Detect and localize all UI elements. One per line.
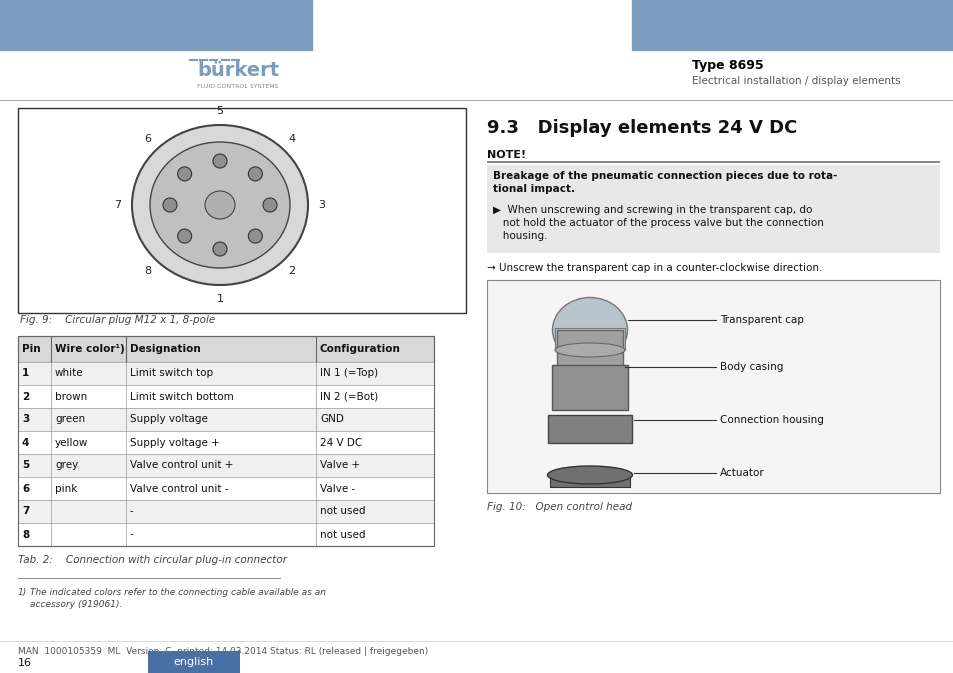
Text: Valve control unit -: Valve control unit - [130, 483, 229, 493]
Text: NOTE!: NOTE! [486, 150, 525, 160]
Bar [486, 165, 939, 253]
Circle shape [248, 167, 262, 181]
Text: IN 1 (=Top): IN 1 (=Top) [319, 369, 377, 378]
Text: GND: GND [319, 415, 343, 425]
Bar [550, 475, 629, 487]
Text: Valve +: Valve + [319, 460, 359, 470]
Circle shape [177, 229, 192, 243]
Text: Body casing: Body casing [720, 362, 782, 372]
Bar [557, 330, 622, 380]
Text: 9.3   Display elements 24 V DC: 9.3 Display elements 24 V DC [486, 119, 797, 137]
Bar [486, 161, 939, 163]
Circle shape [177, 167, 192, 181]
Text: → Unscrew the transparent cap in a counter-clockwise direction.: → Unscrew the transparent cap in a count… [486, 263, 821, 273]
Bar [18, 408, 434, 431]
Circle shape [213, 154, 227, 168]
Bar [555, 328, 624, 350]
Text: 5: 5 [216, 106, 223, 116]
Text: 3: 3 [22, 415, 30, 425]
Ellipse shape [205, 191, 234, 219]
Ellipse shape [555, 343, 624, 357]
Text: Transparent cap: Transparent cap [720, 315, 803, 325]
Text: bürkert: bürkert [196, 61, 279, 79]
Ellipse shape [552, 297, 627, 363]
Bar [0, 0, 312, 50]
Text: Limit switch bottom: Limit switch bottom [130, 392, 233, 402]
Text: Actuator: Actuator [720, 468, 764, 478]
Text: FLUID CONTROL SYSTEMS: FLUID CONTROL SYSTEMS [197, 83, 278, 89]
Text: 2: 2 [22, 392, 30, 402]
Text: not used: not used [319, 530, 365, 540]
Text: ▶  When unscrewing and screwing in the transparent cap, do
   not hold the actua: ▶ When unscrewing and screwing in the tr… [493, 205, 823, 242]
Text: 7: 7 [22, 507, 30, 516]
Ellipse shape [547, 466, 632, 484]
Text: 1): 1) [18, 588, 28, 597]
Text: Configuration: Configuration [319, 344, 400, 354]
Text: 6: 6 [144, 133, 152, 143]
Text: Valve -: Valve - [319, 483, 355, 493]
Text: Supply voltage: Supply voltage [130, 415, 208, 425]
Bar [148, 651, 240, 673]
Text: The indicated colors refer to the connecting cable available as an
accessory (91: The indicated colors refer to the connec… [30, 588, 326, 609]
Bar [18, 336, 434, 362]
Text: 5: 5 [22, 460, 30, 470]
Text: Electrical installation / display elements: Electrical installation / display elemen… [691, 76, 900, 86]
Text: 1: 1 [216, 294, 223, 304]
Text: 16: 16 [18, 658, 32, 668]
Bar [486, 280, 939, 493]
Ellipse shape [132, 125, 308, 285]
Text: Designation: Designation [130, 344, 200, 354]
Text: not used: not used [319, 507, 365, 516]
Bar [18, 108, 465, 313]
Ellipse shape [150, 142, 290, 268]
Text: Connection housing: Connection housing [720, 415, 823, 425]
Text: Valve control unit +: Valve control unit + [130, 460, 233, 470]
Bar [631, 0, 953, 50]
Text: Limit switch top: Limit switch top [130, 369, 213, 378]
Text: 3: 3 [318, 200, 325, 210]
Text: 1: 1 [22, 369, 30, 378]
Bar [18, 385, 434, 408]
Text: Type 8695: Type 8695 [691, 59, 762, 73]
Circle shape [248, 229, 262, 243]
Text: yellow: yellow [55, 437, 89, 448]
Text: green: green [55, 415, 85, 425]
Text: 7: 7 [114, 200, 121, 210]
Circle shape [263, 198, 276, 212]
Text: Tab. 2:    Connection with circular plug-in connector: Tab. 2: Connection with circular plug-in… [18, 555, 287, 565]
Bar [547, 415, 631, 443]
Text: english: english [173, 657, 213, 667]
Text: Pin: Pin [22, 344, 41, 354]
Bar [18, 477, 434, 500]
Bar [18, 336, 434, 546]
Text: 24 V DC: 24 V DC [319, 437, 362, 448]
Text: grey: grey [55, 460, 78, 470]
Text: pink: pink [55, 483, 77, 493]
Text: -: - [130, 507, 133, 516]
Bar [552, 365, 627, 410]
Text: Breakage of the pneumatic connection pieces due to rota-
tional impact.: Breakage of the pneumatic connection pie… [493, 171, 837, 194]
Text: 4: 4 [22, 437, 30, 448]
Text: -: - [130, 530, 133, 540]
Text: Fig. 9:    Circular plug M12 x 1, 8-pole: Fig. 9: Circular plug M12 x 1, 8-pole [20, 315, 215, 325]
Text: MAN  1000105359  ML  Version: C  printed: 14.03.2014 Status: RL (released | frei: MAN 1000105359 ML Version: C printed: 14… [18, 647, 428, 656]
Text: Supply voltage +: Supply voltage + [130, 437, 219, 448]
Text: IN 2 (=Bot): IN 2 (=Bot) [319, 392, 377, 402]
Bar [18, 523, 434, 546]
Bar [18, 454, 434, 477]
Text: 8: 8 [22, 530, 30, 540]
Text: 6: 6 [22, 483, 30, 493]
Text: 4: 4 [288, 133, 295, 143]
Text: 2: 2 [288, 267, 295, 277]
Text: Wire color¹): Wire color¹) [55, 344, 125, 354]
Text: 8: 8 [144, 267, 152, 277]
Bar [18, 362, 434, 385]
Circle shape [213, 242, 227, 256]
Bar [18, 431, 434, 454]
Bar [18, 500, 434, 523]
Text: white: white [55, 369, 84, 378]
Text: brown: brown [55, 392, 87, 402]
Text: Fig. 10:   Open control head: Fig. 10: Open control head [486, 502, 632, 512]
Circle shape [163, 198, 177, 212]
